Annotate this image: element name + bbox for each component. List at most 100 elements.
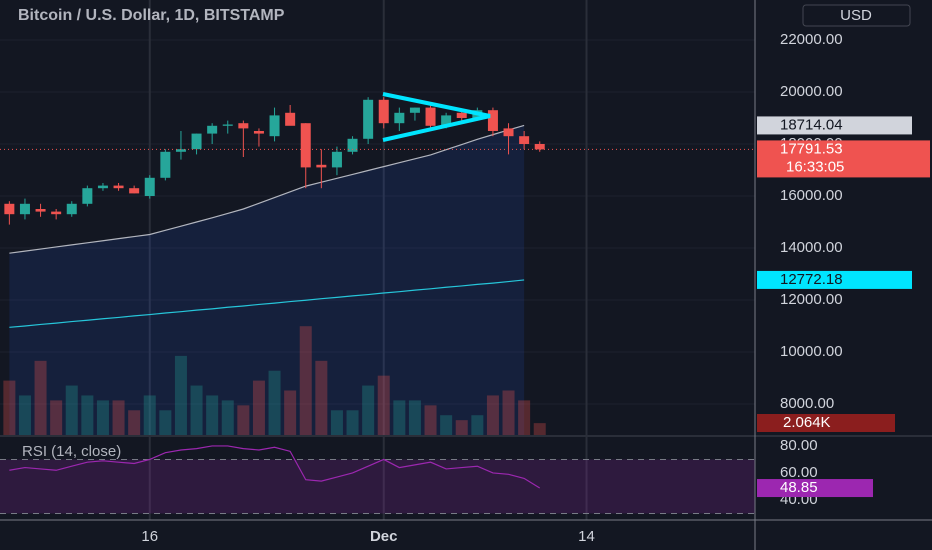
chart-title: Bitcoin / U.S. Dollar, 1D, BITSTAMP bbox=[18, 7, 285, 24]
volume-bar bbox=[81, 395, 94, 435]
candle-body bbox=[487, 110, 498, 131]
volume-bar bbox=[299, 326, 312, 435]
countdown-label: 16:33:05 bbox=[786, 158, 844, 175]
candle-body bbox=[347, 138, 358, 152]
currency-button[interactable] bbox=[802, 4, 911, 27]
x-tick-label: Dec bbox=[370, 528, 398, 545]
volume-bar bbox=[34, 360, 47, 435]
candle-body bbox=[456, 112, 467, 118]
volume-bar bbox=[518, 400, 531, 435]
y-tick-label: 22000.00 bbox=[780, 31, 843, 48]
candle-body bbox=[129, 188, 140, 194]
y-tick-label: 14000.00 bbox=[780, 239, 843, 256]
volume-bar bbox=[315, 360, 328, 435]
volume-bar bbox=[190, 385, 203, 435]
candle-body bbox=[160, 151, 171, 178]
rsi-value-label: 48.85 bbox=[780, 479, 818, 496]
volume-bar bbox=[377, 375, 390, 435]
candle-body bbox=[51, 211, 62, 215]
x-tick-label: 14 bbox=[578, 528, 595, 545]
candle-body bbox=[519, 136, 530, 144]
triangle-drawing bbox=[382, 92, 491, 142]
volume-bar bbox=[393, 400, 406, 435]
candle-body bbox=[35, 208, 46, 212]
volume-bar bbox=[96, 400, 109, 435]
last-price-box bbox=[757, 140, 930, 178]
volume-label: 2.064K bbox=[783, 414, 831, 431]
candle-body bbox=[269, 115, 280, 137]
candle-body bbox=[285, 112, 296, 126]
volume-bar bbox=[362, 385, 375, 435]
volume-bar bbox=[533, 423, 546, 435]
volume-bar bbox=[408, 400, 421, 435]
volume-bar bbox=[143, 395, 156, 435]
volume-bar bbox=[65, 385, 78, 435]
candle-body bbox=[253, 130, 264, 134]
volume-bar bbox=[440, 415, 453, 435]
rsi-line bbox=[9, 445, 541, 489]
candle-body bbox=[394, 112, 405, 124]
currency-label[interactable]: USD bbox=[840, 7, 872, 24]
volume-bar bbox=[50, 400, 63, 435]
volume-bar bbox=[330, 410, 343, 435]
volume-bar bbox=[252, 380, 265, 435]
candle-body bbox=[316, 164, 327, 168]
candle-body bbox=[19, 203, 30, 215]
candle-body bbox=[363, 99, 374, 139]
candle-body bbox=[66, 203, 77, 215]
volume-bar bbox=[128, 410, 141, 435]
rsi-band-fill bbox=[0, 459, 755, 514]
y-tick-label: 20000.00 bbox=[780, 83, 843, 100]
candle-body bbox=[175, 149, 186, 152]
volume-bar bbox=[502, 390, 515, 435]
candle-body bbox=[4, 203, 15, 215]
volume-bar bbox=[159, 410, 172, 435]
volume-bar bbox=[268, 370, 281, 435]
candle-body bbox=[113, 185, 124, 189]
volume-bar bbox=[3, 380, 16, 435]
candle-body bbox=[207, 125, 218, 134]
candle-body bbox=[300, 123, 311, 168]
volume-bar bbox=[424, 405, 437, 435]
candle-body bbox=[378, 99, 389, 124]
volume-bar bbox=[471, 415, 484, 435]
moving-average bbox=[9, 279, 525, 328]
rsi-tick-label: 60.00 bbox=[780, 464, 818, 481]
volume-bar bbox=[284, 390, 297, 435]
candle-body bbox=[441, 115, 452, 126]
candle-body bbox=[331, 151, 342, 168]
candle-body bbox=[238, 123, 249, 129]
axis-labels: 8000.00 10000.00 12000.00 14000.00 16000.00 1… bbox=[141, 31, 930, 545]
y-tick-label: 8000.00 bbox=[780, 395, 834, 412]
ma-price-box bbox=[757, 116, 912, 135]
rsi-tick-label: 80.00 bbox=[780, 437, 818, 454]
ma-price-label: 12772.18 bbox=[780, 271, 843, 288]
candle-body bbox=[82, 188, 93, 204]
x-tick-label: 16 bbox=[141, 528, 158, 545]
moving-average bbox=[9, 124, 525, 254]
volume-bar bbox=[221, 400, 234, 435]
candle-body bbox=[425, 107, 436, 126]
candle-body bbox=[144, 177, 155, 196]
volume-box bbox=[757, 414, 895, 432]
candle-body bbox=[409, 107, 420, 113]
ma-price-label: 18714.04 bbox=[780, 116, 843, 133]
y-tick-label: 12000.00 bbox=[780, 291, 843, 308]
volume-bar bbox=[206, 395, 219, 435]
plot bbox=[0, 97, 755, 489]
y-tick-label: 10000.00 bbox=[780, 343, 843, 360]
ma-price-box bbox=[757, 270, 912, 289]
y-tick-label: 16000.00 bbox=[780, 187, 843, 204]
volume-bar bbox=[112, 400, 125, 435]
volume-bar bbox=[174, 355, 187, 435]
volume-bar bbox=[455, 420, 468, 435]
rsi-value-box bbox=[757, 479, 873, 498]
candle-body bbox=[191, 133, 202, 150]
candle-body bbox=[534, 143, 545, 150]
volume-bar bbox=[486, 395, 499, 435]
grid bbox=[0, 0, 755, 520]
ma-area bbox=[9, 125, 525, 436]
candle-body bbox=[97, 185, 108, 189]
rsi-title: RSI (14, close) bbox=[22, 443, 121, 460]
